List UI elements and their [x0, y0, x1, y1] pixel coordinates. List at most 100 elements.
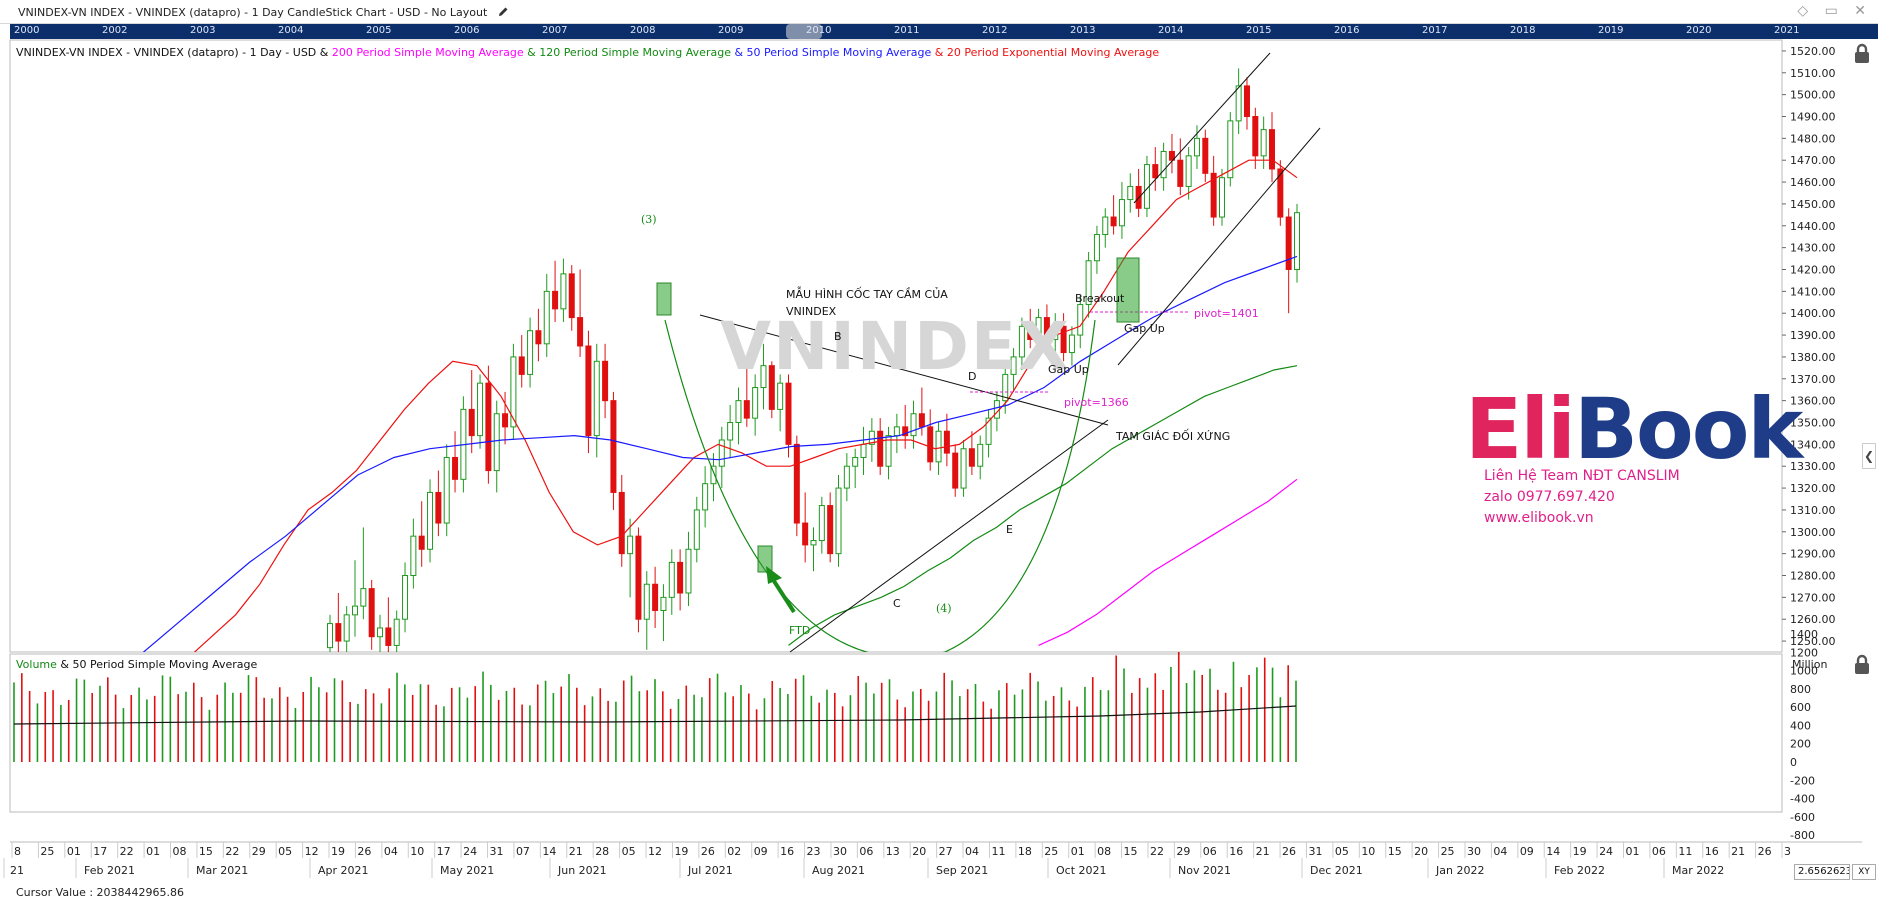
- xy-button[interactable]: XY: [1852, 864, 1876, 880]
- year-strip-label[interactable]: 2003: [190, 25, 216, 36]
- day-tick-label: 11: [991, 845, 1005, 858]
- channel-lower-line: [1117, 127, 1321, 366]
- volume-panel-frame: [9, 653, 1783, 813]
- year-strip-label[interactable]: 2013: [1070, 25, 1096, 36]
- pencil-icon[interactable]: [497, 6, 509, 18]
- day-tick-label: 02: [727, 845, 741, 858]
- candle-body: [843, 465, 850, 489]
- highlight-box: [656, 282, 672, 316]
- candle-body: [527, 330, 534, 375]
- day-tick-label: 04: [384, 845, 398, 858]
- month-tick-label: Apr 2021: [318, 864, 369, 877]
- price-tick-label: 1330.00: [1790, 460, 1836, 473]
- year-strip-label[interactable]: 2010: [806, 25, 832, 36]
- year-strip-label[interactable]: 2012: [982, 25, 1008, 36]
- candle-body: [1210, 172, 1217, 218]
- symbol-watermark: VNINDEX: [720, 308, 1071, 385]
- month-tick-label: May 2021: [440, 864, 494, 877]
- legend-sep: &: [523, 46, 540, 59]
- ftd-label: FTD: [789, 624, 811, 637]
- lock-icon[interactable]: [1852, 654, 1872, 676]
- volume-legend: Volume & 50 Period Simple Moving Average: [16, 658, 257, 671]
- price-tick-label: 1470.00: [1790, 154, 1836, 167]
- year-strip-label[interactable]: 2011: [894, 25, 920, 36]
- day-tick-label: 28: [595, 845, 609, 858]
- day-tick-label: 14: [1546, 845, 1560, 858]
- lock-icon[interactable]: [1852, 43, 1872, 65]
- year-strip-label[interactable]: 2006: [454, 25, 480, 36]
- point-d-label: D: [968, 370, 977, 383]
- year-strip-label[interactable]: 2018: [1510, 25, 1536, 36]
- candle-body: [1252, 116, 1259, 157]
- day-tick-label: 05: [278, 845, 292, 858]
- window-controls[interactable]: ◇ ▭ ✕: [1797, 3, 1872, 19]
- contact-line-3[interactable]: www.elibook.vn: [1484, 510, 1594, 526]
- zoom-field[interactable]: 2.6562623: [1794, 864, 1850, 880]
- legend-base: VNINDEX-VN INDEX - VNINDEX (datapro) - 1…: [16, 46, 332, 59]
- year-strip-label[interactable]: 2009: [718, 25, 744, 36]
- month-tick-label: Dec 2021: [1310, 864, 1363, 877]
- day-tick-label: 20: [1414, 845, 1428, 858]
- chevron-left-icon[interactable]: ❮: [1862, 443, 1876, 469]
- day-tick-label: 13: [886, 845, 900, 858]
- candle-body: [1118, 199, 1125, 227]
- candle-body: [693, 509, 700, 550]
- day-tick-label: 21: [1731, 845, 1745, 858]
- candle-body: [910, 413, 917, 437]
- price-tick-label: 1450.00: [1790, 198, 1836, 211]
- price-tick-label: 1420.00: [1790, 264, 1836, 277]
- channel-upper-line: [1133, 52, 1271, 204]
- day-tick-label: 14: [542, 845, 556, 858]
- year-strip-label[interactable]: 2021: [1774, 25, 1800, 36]
- price-tick-label: 1290.00: [1790, 548, 1836, 561]
- year-strip-label[interactable]: 2015: [1246, 25, 1272, 36]
- gap-up-label-2: Gap Up: [1048, 363, 1089, 376]
- year-strip-label[interactable]: 2007: [542, 25, 568, 36]
- day-tick-label: 16: [780, 845, 794, 858]
- year-strip-label[interactable]: 2008: [630, 25, 656, 36]
- candle-body: [827, 505, 834, 555]
- window-title-text: VNINDEX-VN INDEX - VNINDEX (datapro) - 1…: [18, 6, 488, 19]
- month-tick-label: 21: [10, 864, 24, 877]
- year-strip-label[interactable]: 2016: [1334, 25, 1360, 36]
- window-title: VNINDEX-VN INDEX - VNINDEX (datapro) - 1…: [18, 6, 509, 19]
- candle-body: [1152, 164, 1159, 179]
- candle-body: [468, 408, 475, 437]
- price-tick-label: 1490.00: [1790, 111, 1836, 124]
- day-tick-label: 17: [93, 845, 107, 858]
- candle-body: [485, 382, 492, 472]
- year-strip-label[interactable]: 2004: [278, 25, 304, 36]
- day-tick-label: 27: [939, 845, 953, 858]
- candle-body: [702, 483, 709, 511]
- candle-body: [1243, 85, 1250, 118]
- candle-body: [943, 430, 950, 454]
- candle-body: [1202, 137, 1209, 174]
- year-navigator[interactable]: 2000 2002 2003 2004 2005 2006 2007 2008 2009 2010…: [10, 24, 1878, 39]
- candle-body: [535, 330, 542, 345]
- candle-body: [952, 452, 959, 489]
- day-tick-label: 04: [965, 845, 979, 858]
- day-tick-label: 16: [1705, 845, 1719, 858]
- candle-body: [543, 290, 550, 345]
- year-strip-label[interactable]: 2000: [14, 25, 40, 36]
- day-tick-label: 21: [569, 845, 583, 858]
- year-strip-label[interactable]: 2014: [1158, 25, 1184, 36]
- year-navigator-slider[interactable]: [786, 24, 822, 39]
- price-tick-label: 1310.00: [1790, 504, 1836, 517]
- price-tick-label: 1350.00: [1790, 417, 1836, 430]
- year-strip-label[interactable]: 2019: [1598, 25, 1624, 36]
- month-tick-label: Sep 2021: [936, 864, 988, 877]
- ftd-arrow-shaft: [770, 576, 796, 614]
- year-strip-label[interactable]: 2017: [1422, 25, 1448, 36]
- price-tick-label: 1480.00: [1790, 132, 1836, 145]
- price-tick-label: 1280.00: [1790, 570, 1836, 583]
- candle-body: [1060, 325, 1067, 354]
- day-tick-label: 12: [305, 845, 319, 858]
- candle-body: [568, 273, 575, 319]
- year-strip-label[interactable]: 2002: [102, 25, 128, 36]
- candle-body: [710, 465, 717, 485]
- candle-body: [510, 356, 517, 428]
- year-strip-label[interactable]: 2020: [1686, 25, 1712, 36]
- year-strip-label[interactable]: 2005: [366, 25, 392, 36]
